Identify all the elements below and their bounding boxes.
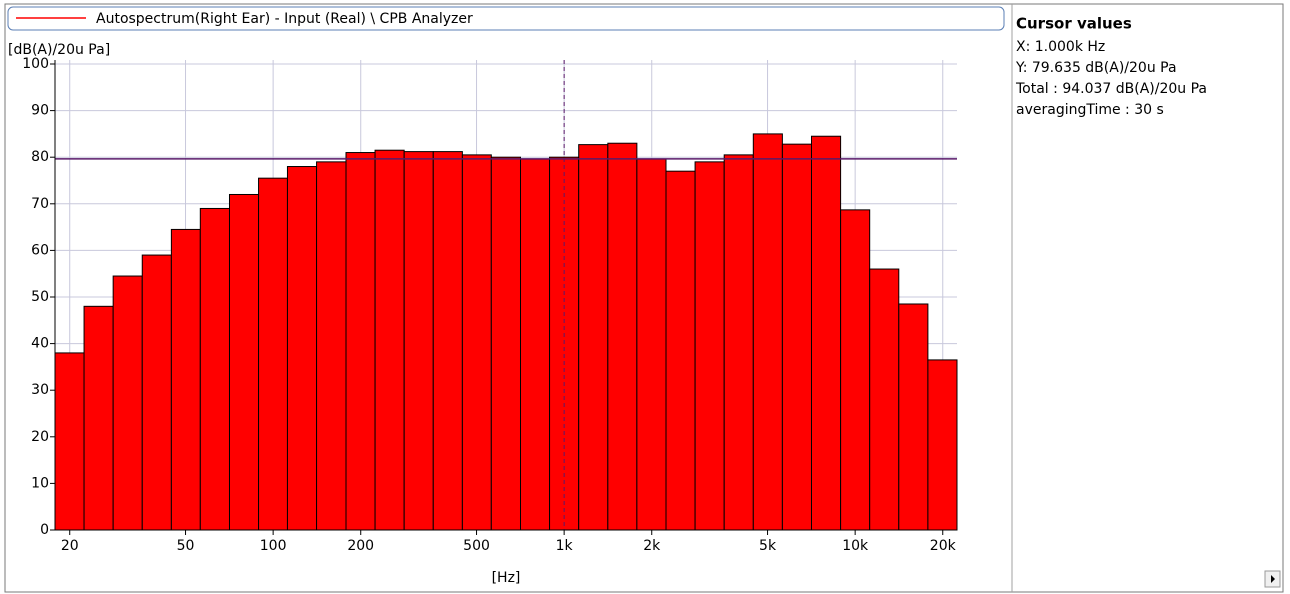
x-tick-label: 50 xyxy=(177,538,195,554)
y-tick-label: 0 xyxy=(40,522,49,538)
bar xyxy=(665,170,696,531)
y-tick-label: 50 xyxy=(31,289,49,305)
bar xyxy=(403,151,434,531)
x-tick-label: 100 xyxy=(260,538,287,554)
bar xyxy=(54,352,85,531)
x-tick-label: 2k xyxy=(643,538,661,554)
bar xyxy=(869,268,900,531)
y-axis-label: [dB(A)/20u Pa] xyxy=(8,42,110,58)
bar xyxy=(258,177,288,531)
x-tick-label: 20 xyxy=(61,538,79,554)
y-tick-label: 100 xyxy=(22,56,49,72)
y-tick-label: 20 xyxy=(31,429,49,445)
y-tick-label: 70 xyxy=(31,196,49,212)
bar xyxy=(112,275,143,531)
x-tick-label: 20k xyxy=(930,538,957,554)
bar xyxy=(519,158,551,531)
panel-line: averagingTime : 30 s xyxy=(1016,102,1164,118)
x-tick-label: 1k xyxy=(556,538,574,554)
x-tick-label: 10k xyxy=(842,538,869,554)
panel-line: Total : 94.037 dB(A)/20u Pa xyxy=(1015,81,1207,97)
bar xyxy=(490,156,521,531)
legend-label: Autospectrum(Right Ear) - Input (Real) \… xyxy=(96,11,473,27)
panel-line: X: 1.000k Hz xyxy=(1016,39,1105,55)
bar xyxy=(170,228,201,531)
x-tick-label: 5k xyxy=(759,538,777,554)
x-tick-label: 500 xyxy=(463,538,490,554)
bar xyxy=(694,161,725,531)
bar xyxy=(752,133,783,531)
bar xyxy=(286,166,318,531)
y-tick-label: 80 xyxy=(31,149,49,165)
bar xyxy=(898,303,929,531)
y-tick-label: 30 xyxy=(31,382,49,398)
y-tick-label: 90 xyxy=(31,103,49,119)
bar xyxy=(781,143,812,531)
bar xyxy=(345,152,376,531)
bar xyxy=(432,151,463,531)
scroll-arrow xyxy=(1271,575,1275,583)
legend-box xyxy=(7,6,1005,31)
bar xyxy=(810,135,842,531)
y-tick-label: 10 xyxy=(31,475,49,491)
panel-title: Cursor values xyxy=(1016,15,1132,33)
bar xyxy=(636,158,667,531)
bar xyxy=(141,254,172,531)
bar xyxy=(927,359,958,531)
y-tick-label: 60 xyxy=(31,242,49,258)
bar xyxy=(83,305,114,531)
panel-line: Y: 79.635 dB(A)/20u Pa xyxy=(1015,60,1177,76)
y-tick-label: 40 xyxy=(31,336,49,352)
bar xyxy=(578,144,609,531)
bar xyxy=(461,154,492,531)
bar xyxy=(199,207,230,531)
bar xyxy=(723,154,754,531)
bar xyxy=(228,193,260,531)
x-tick-label: 200 xyxy=(347,538,374,554)
bar xyxy=(607,142,638,531)
bar xyxy=(840,209,871,531)
bar xyxy=(374,149,405,531)
bar xyxy=(316,161,347,531)
x-axis-label: [Hz] xyxy=(492,570,521,586)
